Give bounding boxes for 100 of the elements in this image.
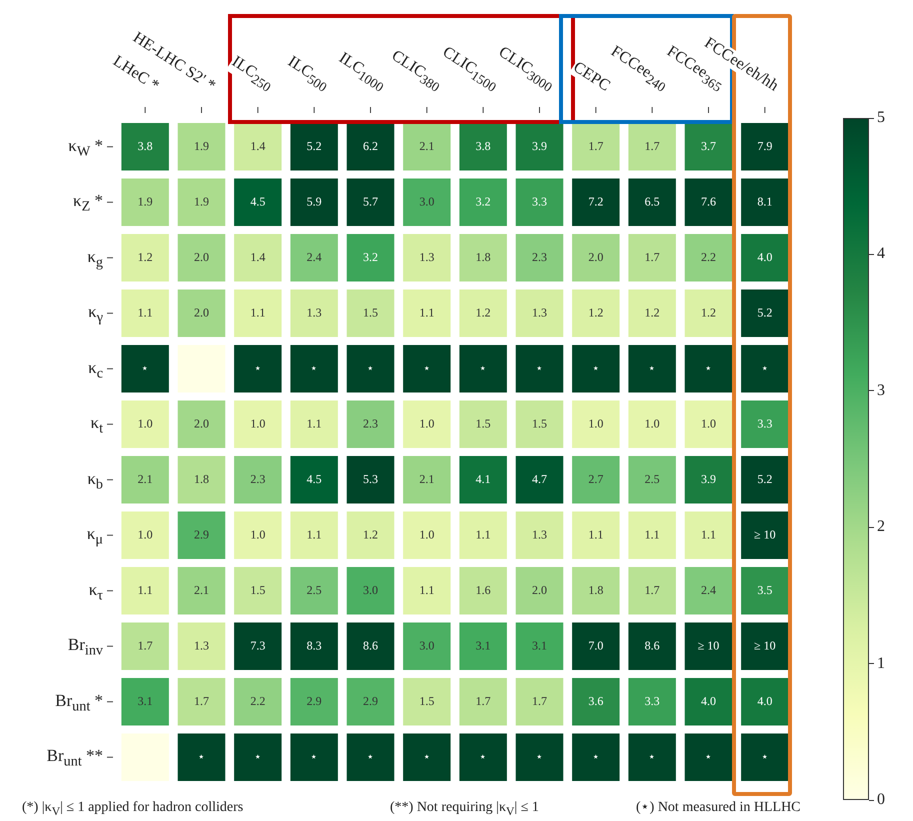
- data-label: 1.1: [419, 582, 434, 597]
- data-label: 3.9: [701, 472, 716, 486]
- data-label: 1.5: [532, 416, 547, 430]
- data-label: 2.2: [250, 694, 266, 708]
- data-label: 3.7: [701, 138, 716, 153]
- data-label: 2.4: [701, 582, 716, 597]
- data-label: 2.1: [419, 472, 434, 486]
- data-label: 1.7: [138, 638, 153, 652]
- data-label: 6.2: [363, 138, 378, 153]
- data-label: 2.4: [306, 250, 322, 264]
- data-label: ⋆: [760, 749, 769, 764]
- data-label: ⋆: [479, 749, 488, 764]
- data-label: 1.3: [532, 527, 547, 542]
- data-label: 1.0: [419, 527, 434, 542]
- data-label: ⋆: [592, 749, 600, 764]
- color-bar-label: 5: [877, 108, 885, 128]
- data-label: 2.9: [363, 694, 378, 708]
- data-label: 7.3: [250, 638, 266, 652]
- data-label: 1.5: [363, 305, 378, 320]
- data-label: 1.5: [250, 582, 266, 597]
- data-label: 1.6: [476, 582, 491, 597]
- data-label: ⋆: [479, 360, 488, 375]
- data-label: 1.7: [588, 138, 604, 153]
- y-tick-label: κ$_{Z}$ *: [73, 190, 103, 217]
- data-label: ⋆: [648, 360, 656, 375]
- data-label: 2.0: [194, 305, 209, 320]
- data-label: 4.0: [701, 694, 716, 708]
- data-label: 1.7: [476, 694, 491, 708]
- y-tick-label: κ$_{μ}$: [86, 523, 103, 550]
- data-label: ⋆: [310, 360, 318, 375]
- data-label: 8.3: [306, 638, 322, 652]
- data-label: 1.1: [419, 305, 434, 320]
- y-tick-label: κ$_{c}$: [88, 356, 103, 384]
- data-label: 1.7: [644, 250, 660, 264]
- data-label: ⋆: [310, 749, 318, 764]
- data-label: ⋆: [254, 360, 262, 375]
- data-label: 2.1: [138, 472, 153, 486]
- y-tick-label: κ$_{b}$: [87, 468, 103, 494]
- data-label: 2.9: [306, 694, 322, 708]
- data-label: 3.8: [476, 138, 491, 153]
- data-label: 1.5: [476, 416, 491, 430]
- y-tick-label: κ$_{g}$: [87, 246, 103, 272]
- data-label: 2.5: [306, 582, 322, 597]
- data-label: 1.3: [532, 305, 547, 320]
- data-label: 1.2: [701, 305, 716, 320]
- data-label: 1.0: [588, 416, 604, 430]
- y-tick-label: Br$_{unt}$ **: [46, 745, 103, 772]
- data-label: ⋆: [366, 360, 374, 375]
- data-label: 4.5: [250, 194, 266, 208]
- color-bar-label: 4: [877, 244, 885, 264]
- data-label: 3.0: [363, 582, 378, 597]
- data-label: ⋆: [254, 749, 262, 764]
- data-label: 1.3: [419, 250, 434, 264]
- data-label: 1.1: [644, 527, 660, 542]
- data-label: 7.6: [701, 194, 716, 208]
- data-label: 7.0: [588, 638, 604, 652]
- data-label: ⋆: [760, 360, 769, 375]
- data-label: 1.2: [363, 527, 378, 542]
- data-label: 1.2: [644, 305, 660, 320]
- data-label: 1.2: [588, 305, 604, 320]
- data-label: 1.0: [138, 527, 153, 542]
- data-label: 1.0: [419, 416, 434, 430]
- data-label: 2.5: [644, 472, 660, 486]
- data-label: 3.1: [476, 638, 491, 652]
- data-label: 3.2: [476, 194, 491, 208]
- data-label: 3.1: [532, 638, 547, 652]
- data-label: 8.6: [363, 638, 378, 652]
- data-label: 1.1: [588, 527, 604, 542]
- data-label: 5.3: [363, 472, 378, 486]
- data-label: 2.0: [532, 582, 547, 597]
- data-label: ⋆: [422, 360, 431, 375]
- data-label: 3.3: [532, 194, 547, 208]
- data-label: 3.2: [363, 250, 378, 264]
- data-label: 2.1: [419, 138, 434, 153]
- data-label: 1.8: [476, 250, 491, 264]
- data-label: 3.0: [419, 638, 434, 652]
- data-label: 1.7: [194, 694, 209, 708]
- data-label: 1.0: [250, 416, 266, 430]
- text: (*) |κ$_{V}$| ≤ 1 applied for hadron colliders: [22, 799, 244, 820]
- data-label: ⋆: [648, 749, 656, 764]
- data-label: ⋆: [704, 749, 712, 764]
- y-tick-label: κ$_{γ}$: [88, 301, 103, 328]
- data-label: 1.3: [194, 638, 209, 652]
- data-label: 2.3: [363, 416, 378, 430]
- data-label: ⋆: [141, 360, 150, 375]
- data-label: 1.9: [194, 194, 209, 208]
- data-label: ≥ 10: [754, 638, 776, 652]
- data-label: 4.0: [757, 250, 772, 264]
- data-label: 2.0: [588, 250, 604, 264]
- data-label: ⋆: [536, 749, 544, 764]
- data-label: 3.9: [532, 138, 547, 153]
- y-tick-label: κ$_{τ}$: [88, 578, 103, 606]
- data-label: 1.1: [306, 527, 322, 542]
- data-label: ⋆: [592, 360, 600, 375]
- data-label: 1.0: [250, 527, 266, 542]
- data-label: 3.3: [757, 416, 772, 430]
- data-label: 7.9: [757, 138, 772, 153]
- data-label: 5.2: [306, 138, 322, 153]
- data-label: 2.9: [194, 527, 209, 542]
- data-label: 3.6: [588, 694, 604, 708]
